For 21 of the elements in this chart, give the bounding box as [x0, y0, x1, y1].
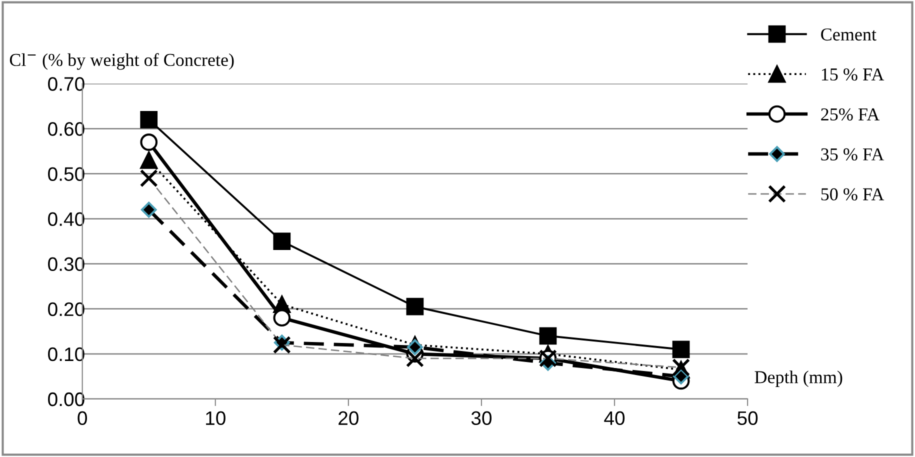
- x-tick-label: 10: [206, 411, 226, 426]
- x-axis-title: Depth (mm): [754, 370, 842, 387]
- y-tick-label: 0.60: [48, 122, 84, 136]
- legend-label: 50 % FA: [821, 188, 884, 200]
- y-axis-title: Cl$^{−}$ (% by weight of Concrete): [10, 53, 234, 70]
- y-tick-label: 0.50: [48, 167, 84, 181]
- x-tick-label: 40: [604, 411, 625, 426]
- legend-label: 15 % FA: [822, 68, 884, 81]
- legend-label: 25% FA: [821, 108, 880, 121]
- x-tick-label: 50: [738, 411, 758, 426]
- y-tick-label: 0.30: [48, 257, 84, 272]
- y-tick-label: 0.20: [48, 302, 84, 316]
- y-tick-label: 0.70: [48, 77, 84, 91]
- y-tick-label: 0.40: [48, 212, 84, 226]
- y-tick-label: 0.10: [48, 347, 84, 362]
- y-tick-label: 0.00: [48, 392, 84, 406]
- legend-label: 35 % FA: [821, 148, 884, 161]
- x-tick-label: 20: [338, 411, 358, 426]
- x-tick-label: 30: [471, 411, 492, 426]
- legend-label: Cement: [821, 28, 876, 41]
- x-tick-label: 0: [78, 411, 87, 426]
